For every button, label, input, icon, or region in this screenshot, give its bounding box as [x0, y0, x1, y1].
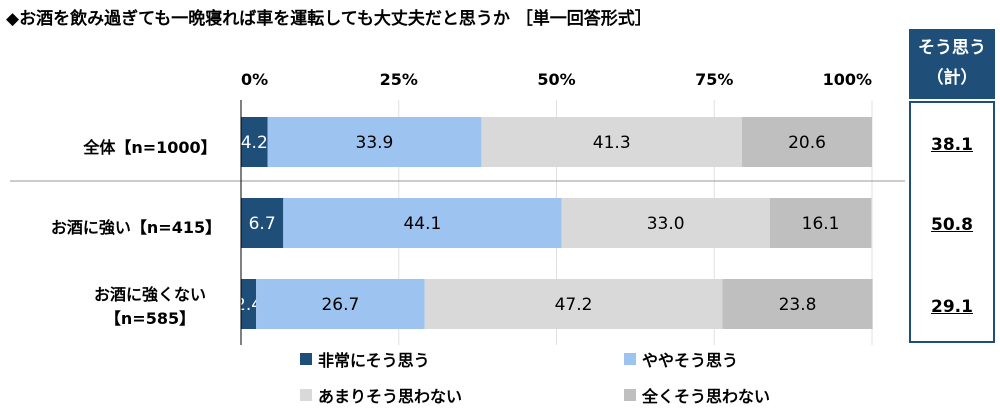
bar-value-label: 6.7 [249, 214, 276, 234]
row-label-all-line: 全体【n=1000】 [83, 138, 217, 157]
legend-swatch-4 [624, 389, 636, 401]
legend-label-4: 全くそう思わない [642, 387, 771, 406]
x-tick-label: 50% [537, 70, 575, 89]
side-total-header-line1: そう思う [918, 38, 986, 58]
row-label-strong: お酒に強い【n=415】 [32, 214, 240, 238]
bar-value-label: 33.9 [356, 133, 394, 153]
total-value-strong: 50.8 [931, 215, 973, 235]
chart-title: ◆お酒を飲み過ぎても一晩寝れば車を運転しても大丈夫だと思うか ［単一回答形式］ [6, 9, 652, 29]
bar-value-label: 16.1 [802, 214, 840, 234]
row-label-weak-line2: 【n=585】 [104, 309, 196, 328]
bar-segment [722, 279, 873, 329]
legend-label-3: あまりそう思わない [318, 387, 463, 406]
side-total-header-line2: （計） [926, 68, 978, 88]
bar-segment [241, 198, 284, 248]
total-value-weak: 29.1 [931, 297, 973, 317]
x-tick-label: 100% [823, 70, 872, 89]
bar-value-label: 41.3 [593, 133, 631, 153]
row-label-all: 全体【n=1000】 [60, 134, 240, 158]
x-tick-label: 0% [241, 70, 268, 89]
bar-segment [241, 279, 257, 329]
bar-value-label: 4.2 [241, 133, 268, 153]
bar-segment [424, 279, 723, 329]
total-value-all: 38.1 [931, 135, 973, 155]
bar-value-label: 26.7 [321, 295, 359, 315]
x-tick-label: 25% [380, 70, 418, 89]
bar-segment [256, 279, 425, 329]
bar-value-label: 2.4 [235, 295, 262, 315]
bar-segment [241, 117, 268, 167]
legend-item-2: ややそう思う [624, 347, 738, 371]
row-label-strong-line: お酒に強い【n=415】 [50, 218, 222, 237]
legend-swatch-2 [624, 353, 636, 365]
bar-segment [283, 198, 562, 248]
bar-segment [742, 117, 872, 167]
side-total-box [909, 101, 995, 343]
side-total-header: そう思う （計） [909, 29, 995, 99]
legend-label-1: 非常にそう思う [318, 351, 430, 370]
bar-segment [769, 198, 872, 248]
bar-value-label: 44.1 [403, 214, 441, 234]
bar-segment [561, 198, 770, 248]
legend-swatch-3 [300, 389, 312, 401]
bar-value-label: 33.0 [647, 214, 685, 234]
row-label-weak-line1: お酒に強くない [93, 285, 206, 304]
legend-item-4: 全くそう思わない [624, 383, 770, 407]
bar-value-label: 47.2 [555, 295, 593, 315]
bar-value-label: 20.6 [788, 133, 826, 153]
legend-item-3: あまりそう思わない [300, 383, 462, 407]
legend-swatch-1 [300, 353, 312, 365]
legend-label-2: ややそう思う [642, 351, 739, 370]
legend-item-1: 非常にそう思う [300, 347, 430, 371]
x-tick-label: 75% [695, 70, 733, 89]
bar-value-label: 23.8 [779, 295, 817, 315]
row-label-weak: お酒に強くない 【n=585】 [60, 283, 240, 331]
bar-segment [481, 117, 743, 167]
bar-segment [267, 117, 482, 167]
